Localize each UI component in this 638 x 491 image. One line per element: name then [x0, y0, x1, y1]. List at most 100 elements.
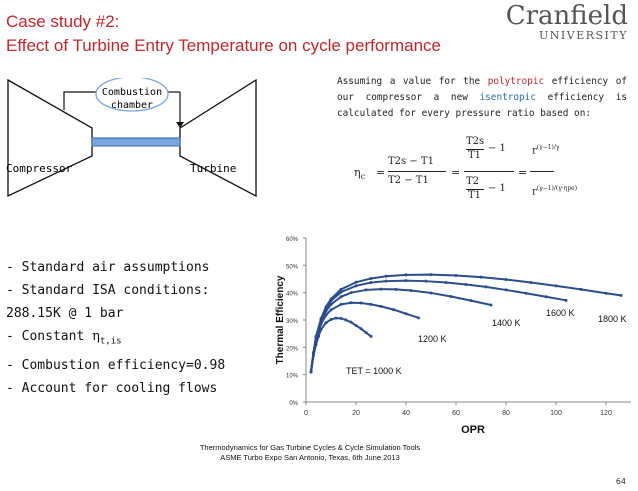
y-tick-label: 40%: [286, 292, 299, 298]
series-point: [444, 281, 448, 285]
x-tick-label: 120: [600, 410, 612, 417]
x-tick-label: 40: [402, 410, 410, 417]
series-line-4: [310, 273, 622, 373]
x-tick-label: 80: [502, 410, 510, 417]
series-point: [449, 294, 453, 298]
series-point: [429, 273, 433, 277]
series-point: [384, 274, 388, 278]
x-tick-label: 20: [352, 410, 360, 417]
combustor-shape: [95, 78, 169, 112]
series-point: [369, 302, 373, 306]
series-point: [529, 281, 533, 285]
combustor-label: Combustion chamber: [101, 87, 163, 111]
series-point: [484, 285, 488, 289]
series-point: [564, 298, 568, 302]
series-point: [369, 276, 373, 280]
assumption-text: Assuming a value for the polytropic effi…: [337, 76, 627, 119]
series-line-1: [310, 301, 419, 373]
bullet-air: - Standard air assumptions: [6, 260, 210, 275]
series-point: [404, 273, 408, 277]
efficiency-chart: 0% 10% 20% 30% 40% 50% 60% 0 20 40 60 80 100 120 OPR Th…: [275, 237, 631, 436]
university-logo-sub: UNIVERSITY: [539, 29, 628, 42]
series-point: [579, 287, 583, 291]
slide-title-line2: Effect of Turbine Entry Temperature on c…: [6, 36, 441, 55]
series-point: [619, 293, 623, 297]
series-point: [314, 334, 318, 338]
series-point: [504, 288, 508, 292]
x-tick-label: 60: [452, 410, 460, 417]
series-point: [469, 299, 473, 303]
engine-schematic: [7, 78, 257, 198]
series-annotation: 1800 K: [598, 314, 627, 324]
compressor-label: Compressor: [6, 162, 73, 175]
series-point: [324, 305, 328, 309]
series-point: [309, 370, 313, 374]
series-point: [544, 295, 548, 299]
series-point: [359, 301, 363, 305]
series-point: [554, 284, 558, 288]
series-annotation: 1600 K: [546, 308, 575, 318]
series-point: [329, 308, 333, 312]
series-point: [379, 287, 383, 291]
isentropic-keyword: isentropic: [479, 92, 536, 103]
series-point: [339, 287, 343, 291]
series-point: [392, 308, 395, 312]
bullet-combustion: - Combustion efficiency=0.98: [6, 358, 226, 373]
bullet-cooling: - Account for cooling flows: [6, 381, 218, 396]
x-tick-label: 0: [304, 410, 308, 417]
y-tick-label: 20%: [286, 346, 299, 352]
series-point: [364, 331, 368, 335]
series-point: [417, 316, 420, 320]
bullet-turbine-eff: - Constant ηt,is: [6, 329, 122, 347]
series-point: [404, 312, 408, 316]
series-point: [339, 316, 343, 320]
series-point: [394, 287, 398, 291]
compressor-shape: [7, 78, 93, 198]
series-point: [334, 316, 338, 320]
series-point: [319, 317, 323, 321]
series-point: [364, 288, 368, 292]
y-tick-label: 10%: [286, 374, 299, 380]
y-tick-label: 0%: [289, 401, 298, 407]
y-tick-label: 50%: [286, 264, 299, 270]
series-point: [464, 282, 468, 286]
series-point: [344, 318, 348, 322]
series-point: [324, 321, 328, 325]
series-annotation: 1400 K: [492, 318, 521, 328]
series-point: [429, 291, 433, 295]
series-point: [384, 279, 388, 283]
series-line-2: [310, 288, 492, 373]
series-point: [339, 295, 343, 299]
series-point: [379, 304, 383, 308]
series-point: [424, 279, 428, 283]
flow-arrowhead: [176, 122, 184, 128]
page-number: 64: [615, 477, 626, 486]
x-tick-label: 100: [550, 410, 562, 417]
y-tick-label: 60%: [286, 237, 299, 243]
series-point: [524, 291, 528, 295]
series-point: [489, 303, 493, 307]
y-tick-label: 30%: [286, 319, 299, 325]
series-point: [312, 351, 315, 355]
series-point: [354, 284, 358, 288]
series-point: [359, 327, 363, 331]
turbine-label: Turbine: [190, 162, 237, 175]
slide-title-line1: Case study #2:: [6, 12, 120, 31]
series-point: [349, 291, 353, 295]
series-point: [404, 279, 408, 283]
footer: Thermodynamics for Gas Turbine Cycles & …: [170, 443, 450, 463]
series-point: [329, 297, 333, 301]
compressor-flow-line: [63, 91, 96, 110]
university-logo: Cranfield: [505, 1, 628, 31]
series-point: [504, 278, 508, 282]
series-annotation: 1200 K: [418, 334, 447, 344]
series-point: [409, 288, 413, 292]
series-point: [349, 320, 353, 324]
bullet-isa: - Standard ISA conditions:: [6, 283, 210, 298]
y-axis-label: Thermal Efficiency: [275, 275, 286, 364]
shaft: [91, 137, 181, 147]
series-point: [354, 323, 358, 327]
bullet-isa-value: 288.15K @ 1 bar: [6, 306, 124, 321]
series-point: [479, 275, 483, 279]
series-point: [604, 291, 608, 295]
